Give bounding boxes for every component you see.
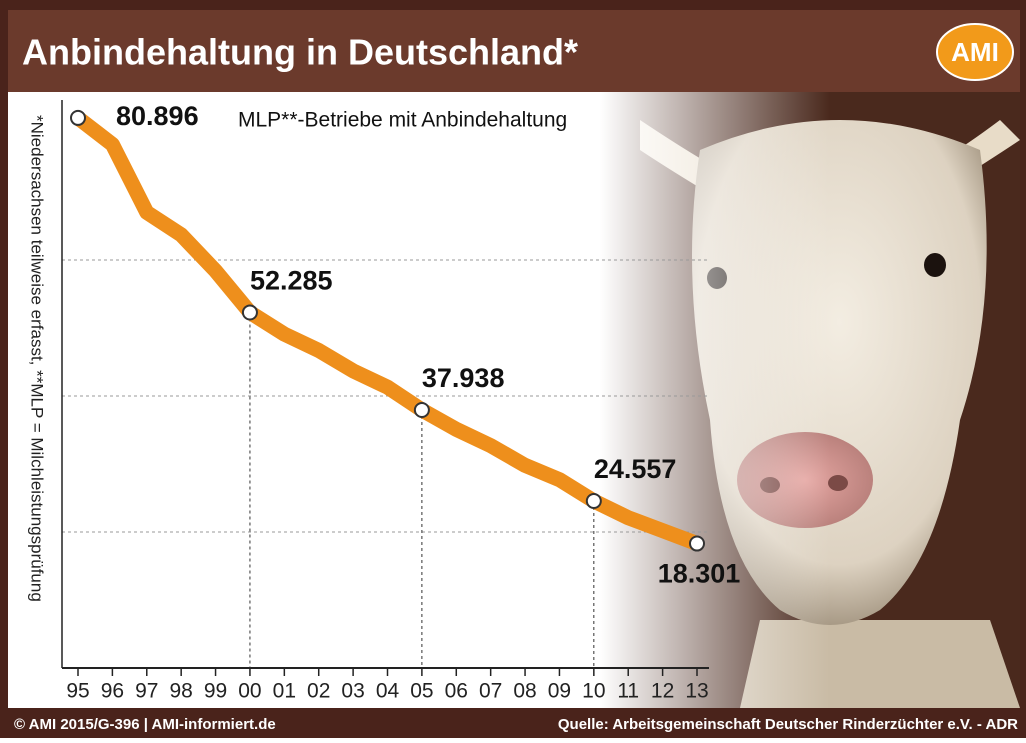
footer-right: Quelle: Arbeitsgemeinschaft Deutscher Ri…: [558, 716, 1018, 733]
x-tick-label: 99: [204, 680, 227, 703]
cow-photo: [600, 92, 1020, 708]
x-tick-label: 02: [307, 680, 330, 703]
point-marker: [70, 109, 86, 126]
x-tick-label: 05: [410, 680, 433, 703]
x-tick-label: 06: [445, 680, 468, 703]
point-marker: [241, 304, 258, 321]
x-tick-label: 01: [273, 680, 296, 703]
x-tick-label: 95: [66, 680, 89, 703]
x-tick-label: 00: [238, 680, 261, 703]
x-tick-label: 97: [135, 680, 158, 703]
point-marker: [585, 493, 602, 510]
x-tick-label: 10: [582, 680, 605, 703]
logo: [936, 23, 1014, 81]
x-tick-label: 12: [651, 680, 674, 703]
point-marker: [413, 402, 430, 419]
x-tick-label: 98: [169, 680, 192, 703]
value-label: 24.557: [594, 454, 677, 484]
legend-label: MLP**-Betriebe mit Anbindehaltung: [238, 109, 567, 132]
x-tick-label: 09: [548, 680, 571, 703]
value-label: 18.301: [658, 559, 741, 589]
value-label: 37.938: [422, 363, 505, 393]
x-tick-label: 13: [685, 680, 708, 703]
logo-text: AMI: [951, 37, 999, 67]
footer-left: © AMI 2015/G-396 | AMI-informiert.de: [14, 716, 276, 733]
x-tick-label: 96: [101, 680, 124, 703]
x-tick-label: 08: [513, 680, 536, 703]
header-bar: [8, 10, 1020, 92]
x-tick-label: 07: [479, 680, 502, 703]
footer-bar: [8, 708, 1020, 738]
x-tick-label: 03: [341, 680, 364, 703]
value-label: 80.896: [116, 101, 199, 131]
point-marker: [689, 535, 705, 552]
x-tick-label: 11: [617, 680, 639, 703]
value-label: 52.285: [250, 266, 333, 296]
x-tick-label: 04: [376, 680, 400, 703]
chart-title: Anbindehaltung in Deutschland*: [22, 32, 578, 73]
side-note: *Niedersachsen teilweise erfasst, **MLP …: [28, 115, 47, 602]
